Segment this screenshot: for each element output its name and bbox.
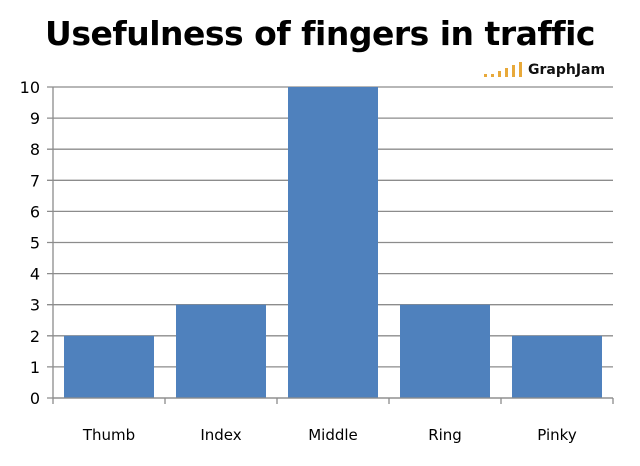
bar-middle [288,87,378,398]
y-tick-label: 5 [30,234,40,253]
y-tick-label: 8 [30,140,40,159]
x-tick-label: Middle [308,426,358,444]
bar-pinky [512,335,602,398]
bar-ring [400,304,490,398]
x-tick-label: Thumb [82,426,135,444]
y-tick-label: 7 [30,171,40,190]
logo-text: GraphJam [528,62,606,78]
graphjam-logo: GraphJam [484,62,605,77]
bar-index [176,304,266,398]
x-tick-label: Index [200,426,241,444]
y-tick-label: 10 [20,78,40,97]
y-tick-label: 6 [30,202,40,221]
x-tick-label: Pinky [537,426,577,444]
y-tick-label: 1 [30,358,40,377]
chart-title: Usefulness of fingers in traffic [45,14,595,53]
y-tick-label: 2 [30,327,40,346]
y-tick-label: 4 [30,265,40,284]
y-tick-label: 9 [30,109,40,128]
y-tick-label: 3 [30,296,40,315]
bar-thumb [64,335,154,398]
x-tick-label: Ring [428,426,462,444]
y-tick-label: 0 [30,389,40,408]
